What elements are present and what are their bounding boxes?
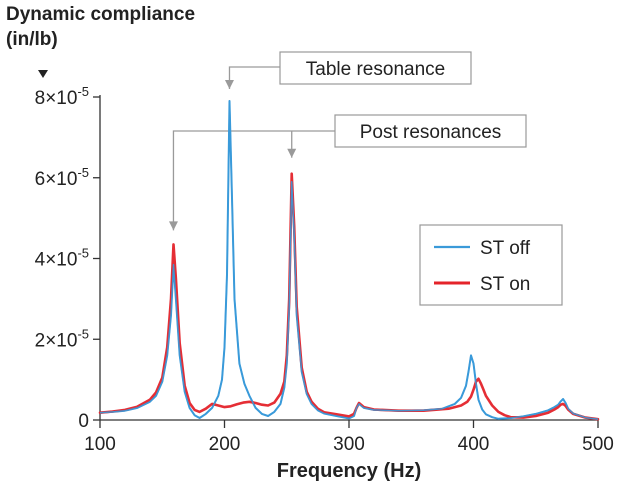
y-tick-label: 6×10-5 xyxy=(35,165,89,190)
post-resonance-leader-1 xyxy=(172,130,335,231)
series-line-0-overlay xyxy=(99,100,599,420)
y-axis-label-line2: (in/lb) xyxy=(6,29,58,50)
table-resonance-leader xyxy=(228,66,280,90)
legend: ST off ST on xyxy=(419,224,563,306)
post-resonances-box xyxy=(334,114,527,148)
table-resonance-box xyxy=(279,51,472,85)
annotation-leaders xyxy=(168,66,335,231)
annotations: Table resonance Post resonances xyxy=(279,51,527,148)
series-line-1 xyxy=(98,172,600,421)
ticks: 0 2×10-5 4×10-5 6×10-5 8×10-5 100 200 300 400 500… xyxy=(35,84,614,482)
x-tick-label: 200 xyxy=(209,434,241,455)
x-axis-label: Frequency (Hz) xyxy=(277,460,421,482)
y-tick-label: 4×10-5 xyxy=(35,246,89,271)
y-tick-label: 0 xyxy=(78,411,89,432)
series-lines xyxy=(98,100,600,421)
post-resonance-arrow-1-icon xyxy=(168,221,178,231)
y-axis-arrow-icon xyxy=(38,70,48,78)
x-tick-label: 500 xyxy=(582,434,614,455)
post-resonance-arrow-2-icon xyxy=(287,148,297,158)
table-resonance-arrow-icon xyxy=(224,80,234,90)
legend-box xyxy=(419,224,563,306)
x-tick-label: 300 xyxy=(333,434,365,455)
y-axis-label-line1: Dynamic compliance xyxy=(6,4,196,25)
post-resonances-label: Post resonances xyxy=(360,122,502,143)
table-resonance-label: Table resonance xyxy=(306,59,445,80)
y-tick-label: 8×10-5 xyxy=(35,84,89,109)
y-tick-label: 2×10-5 xyxy=(35,326,89,351)
x-tick-label: 400 xyxy=(458,434,490,455)
legend-label-1: ST on xyxy=(480,274,530,295)
x-tick-label: 100 xyxy=(84,434,116,455)
legend-label-0: ST off xyxy=(480,238,531,259)
